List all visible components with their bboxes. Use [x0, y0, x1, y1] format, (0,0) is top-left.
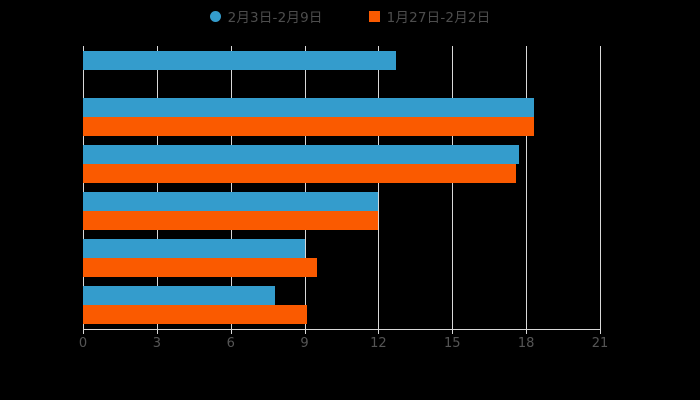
bar[interactable]	[83, 258, 317, 278]
bar[interactable]	[83, 211, 379, 231]
x-axis-tick-label: 21	[591, 336, 609, 351]
x-axis-tick-mark	[526, 329, 528, 334]
gridline	[600, 46, 601, 329]
x-axis-tick-label: 3	[152, 336, 161, 351]
x-axis-tick-mark	[230, 329, 232, 334]
legend-label-series-1: 2月3日-2月9日	[227, 10, 323, 26]
x-axis-tick-label: 6	[226, 336, 235, 351]
gridline	[156, 46, 158, 329]
x-axis-tick-mark	[378, 329, 380, 334]
circle-icon	[209, 10, 221, 22]
bar[interactable]	[83, 97, 534, 117]
bar[interactable]	[83, 50, 396, 70]
gridline	[526, 46, 528, 329]
chart-legend: 2月3日-2月9日 1月27日-2月2日	[0, 6, 700, 26]
bar[interactable]	[83, 116, 534, 136]
bar[interactable]	[83, 286, 276, 306]
legend-item-series-2[interactable]: 1月27日-2月2日	[368, 6, 491, 26]
x-axis-tick-mark	[452, 329, 454, 334]
x-axis-tick-label: 18	[517, 336, 535, 351]
gridline	[452, 46, 454, 329]
x-axis-tick-mark	[600, 329, 601, 334]
x-axis-tick-mark	[304, 329, 306, 334]
plot-area	[83, 46, 601, 329]
x-axis-tick-mark	[83, 329, 84, 334]
x-axis-tick-label: 12	[370, 336, 387, 351]
x-axis-tick-label: 15	[444, 336, 461, 351]
x-axis-tick-mark	[156, 329, 158, 334]
x-axis-tick-label: 9	[300, 336, 309, 351]
legend-label-series-2: 1月27日-2月2日	[386, 10, 491, 26]
square-icon	[368, 10, 380, 22]
x-axis-line	[83, 329, 601, 330]
bar[interactable]	[83, 239, 305, 259]
gridline	[304, 46, 306, 329]
bar[interactable]	[83, 163, 517, 183]
bar[interactable]	[83, 144, 519, 164]
legend-item-series-1[interactable]: 2月3日-2月9日	[209, 6, 323, 26]
gridline	[83, 46, 84, 329]
gridline	[230, 46, 232, 329]
x-axis-tick-label: 0	[78, 336, 88, 351]
bar[interactable]	[83, 305, 308, 325]
gridline	[378, 46, 380, 329]
bar[interactable]	[83, 192, 379, 212]
